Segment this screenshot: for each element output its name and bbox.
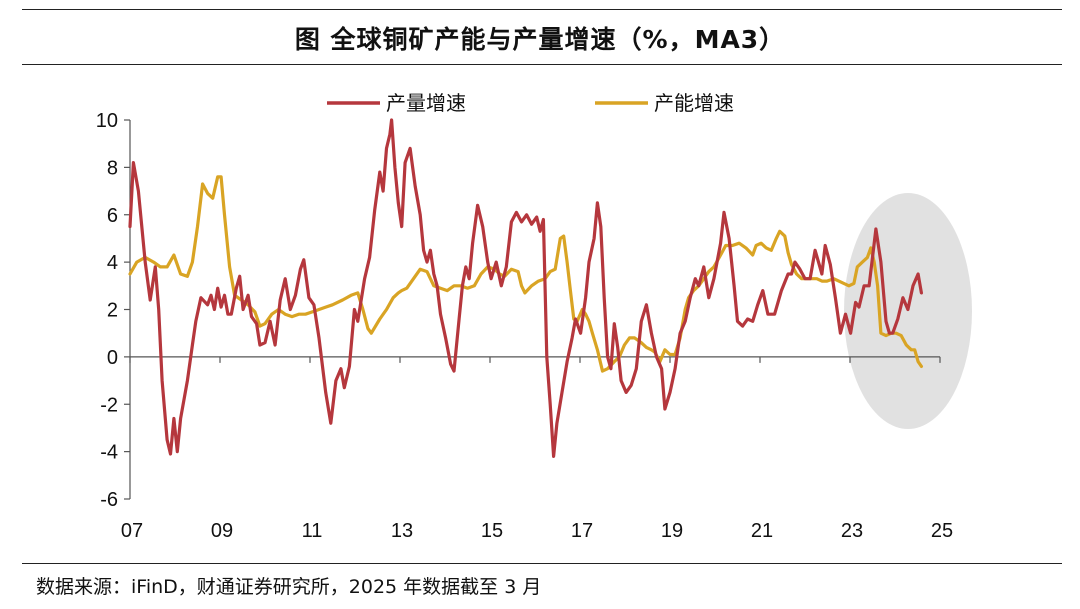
source-note: 数据来源：iFinD，财通证券研究所，2025 年数据截至 3 月	[36, 576, 542, 598]
top-rule	[22, 9, 1062, 10]
y-tick-label: -6	[100, 489, 118, 511]
y-tick-label: 2	[107, 300, 118, 322]
y-tick-label: 6	[107, 205, 118, 227]
title-underline	[22, 64, 1062, 65]
series-line-产量增速	[128, 118, 923, 458]
x-tick-label: 19	[661, 520, 683, 542]
y-tick-label: 0	[107, 347, 118, 369]
x-tick-label: 11	[302, 520, 323, 542]
legend-label: 产能增速	[654, 91, 734, 115]
x-tick-label: 17	[571, 520, 593, 542]
x-tick-label: 07	[121, 520, 143, 542]
chart-title: 图 全球铜矿产能与产量增速（%，MA3）	[294, 25, 786, 54]
legend-label: 产量增速	[386, 91, 466, 115]
x-tick-label: 13	[391, 520, 413, 542]
x-tick-label: 15	[481, 520, 503, 542]
y-tick-label: -2	[100, 394, 118, 416]
y-tick-label: 10	[96, 110, 118, 132]
series-lines	[128, 118, 923, 458]
y-tick-label: 4	[107, 252, 118, 274]
x-tick-label: 23	[841, 520, 863, 542]
y-tick-label: 8	[107, 157, 118, 179]
legend: 产量增速 产能增速	[327, 91, 734, 115]
x-tick-label: 21	[751, 520, 773, 542]
bottom-rule	[22, 563, 1062, 564]
x-tick-label: 09	[211, 520, 233, 542]
y-tick-label: -4	[100, 442, 118, 464]
axes: 10 8 6 4 2 0 -2 -4 -607 09 11 13 15 17 19 21 23 25	[96, 110, 953, 542]
x-tick-label: 25	[931, 520, 953, 542]
